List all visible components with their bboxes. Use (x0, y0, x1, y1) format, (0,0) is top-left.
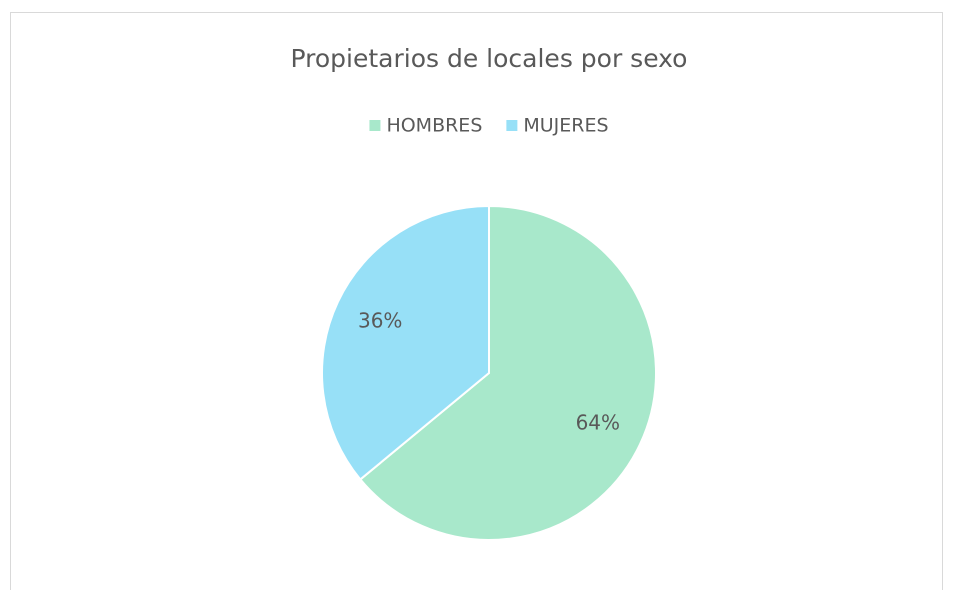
data-label: 64% (576, 411, 620, 435)
legend-label: MUJERES (523, 115, 608, 137)
legend-swatch (506, 120, 518, 131)
data-label: 36% (358, 308, 402, 332)
legend-label: HOMBRES (386, 115, 482, 137)
chart-title: Propietarios de locales por sexo (291, 44, 688, 73)
pie-slice (358, 204, 657, 541)
legend-swatch (369, 120, 381, 131)
pie-slice (321, 204, 490, 481)
